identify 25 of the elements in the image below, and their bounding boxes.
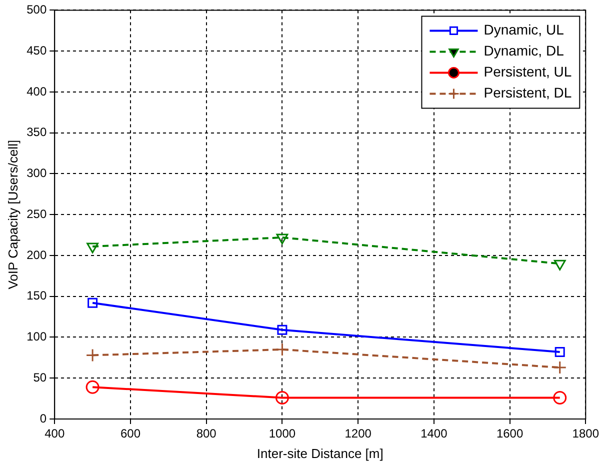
x-tick-label: 600 — [120, 426, 141, 441]
y-tick-label: 250 — [26, 206, 47, 221]
legend-label: Dynamic, DL — [484, 42, 564, 59]
legend-label: Persistent, DL — [484, 84, 572, 101]
y-tick-label: 300 — [26, 166, 47, 180]
legend-label: Dynamic, UL — [484, 22, 564, 38]
x-tick-label: 1000 — [268, 426, 296, 441]
y-tick-label: 100 — [26, 330, 47, 344]
y-tick-label: 200 — [26, 248, 47, 262]
x-tick-label: 1800 — [572, 426, 600, 441]
x-tick-label: 1200 — [344, 426, 372, 441]
x-tick-label: 800 — [196, 426, 217, 441]
y-tick-label: 50 — [33, 370, 47, 384]
y-tick-label: 450 — [26, 43, 47, 58]
x-tick-label: 1400 — [420, 426, 448, 441]
y-tick-label: 500 — [26, 2, 47, 17]
x-tick-label: 1600 — [496, 426, 524, 441]
y-tick-label: 350 — [26, 125, 47, 140]
x-tick-label: 400 — [44, 426, 65, 441]
y-axis-title: VoIP Capacity [Users/cell] — [5, 140, 20, 290]
y-tick-label: 400 — [26, 84, 47, 98]
legend-label: Persistent, UL — [484, 64, 572, 80]
y-tick-label: 150 — [26, 288, 47, 303]
y-tick-label: 0 — [40, 411, 47, 426]
x-axis-title: Inter-site Distance [m] — [256, 446, 384, 461]
